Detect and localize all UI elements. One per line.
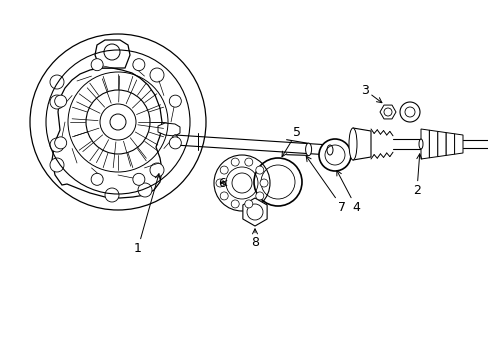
Circle shape (214, 155, 269, 211)
Circle shape (55, 137, 66, 149)
Circle shape (91, 59, 103, 71)
Text: 1: 1 (134, 174, 160, 255)
Circle shape (318, 139, 350, 171)
Polygon shape (52, 68, 162, 198)
Text: 3: 3 (360, 84, 381, 103)
Polygon shape (352, 128, 370, 160)
Polygon shape (437, 131, 445, 157)
Polygon shape (158, 123, 180, 136)
Circle shape (255, 192, 263, 200)
Ellipse shape (348, 128, 356, 160)
Ellipse shape (418, 139, 422, 149)
Circle shape (105, 188, 119, 202)
Text: 4: 4 (336, 170, 359, 213)
Circle shape (220, 192, 228, 200)
Circle shape (399, 102, 419, 122)
Circle shape (30, 34, 205, 210)
Circle shape (231, 158, 239, 166)
Text: 5: 5 (282, 126, 301, 157)
Polygon shape (420, 129, 428, 159)
Circle shape (138, 183, 152, 197)
Circle shape (220, 166, 228, 174)
Circle shape (50, 138, 64, 152)
Circle shape (133, 173, 144, 185)
Circle shape (169, 137, 181, 149)
Circle shape (231, 200, 239, 208)
Ellipse shape (305, 143, 311, 156)
Circle shape (50, 158, 64, 172)
Circle shape (150, 163, 163, 177)
Circle shape (104, 44, 120, 60)
Circle shape (255, 166, 263, 174)
Circle shape (260, 179, 267, 187)
Polygon shape (454, 134, 462, 154)
Ellipse shape (326, 145, 332, 155)
Text: 8: 8 (250, 229, 259, 248)
Polygon shape (379, 105, 395, 119)
Circle shape (216, 179, 224, 187)
Polygon shape (243, 198, 266, 226)
Circle shape (110, 114, 126, 130)
Polygon shape (95, 40, 130, 68)
Text: 2: 2 (412, 154, 421, 197)
Polygon shape (428, 130, 437, 158)
Circle shape (91, 173, 103, 185)
Polygon shape (445, 132, 454, 156)
Circle shape (133, 59, 144, 71)
Text: 6: 6 (218, 176, 226, 189)
Circle shape (50, 75, 64, 89)
Text: 7: 7 (305, 156, 346, 213)
Circle shape (169, 95, 181, 107)
Circle shape (55, 95, 66, 107)
Circle shape (50, 95, 64, 109)
Ellipse shape (172, 135, 178, 145)
Circle shape (244, 158, 252, 166)
Circle shape (150, 68, 163, 82)
Circle shape (244, 200, 252, 208)
